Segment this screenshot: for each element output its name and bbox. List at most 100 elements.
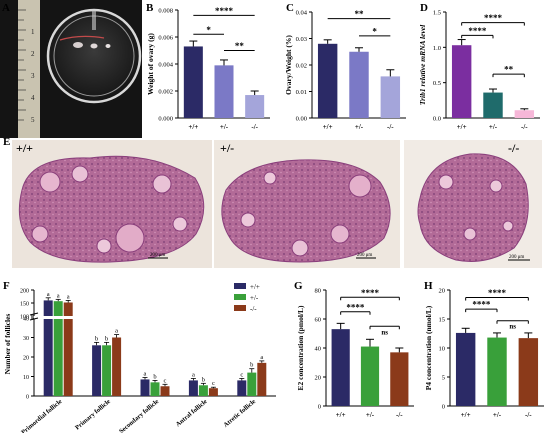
b-bar bbox=[183, 46, 203, 119]
genotype-label-het: +/- bbox=[220, 141, 234, 155]
f-legend-label: -/- bbox=[250, 305, 257, 313]
d-significance-label: **** bbox=[468, 26, 487, 36]
h-significance-label: **** bbox=[472, 300, 491, 310]
g-y-tick-label: 0 bbox=[318, 404, 321, 411]
panel-a-letter: A bbox=[2, 2, 10, 14]
c-x-tick-label: -/- bbox=[387, 123, 394, 131]
d-significance-label: **** bbox=[484, 13, 503, 23]
d-x-tick-label: +/+ bbox=[457, 123, 467, 131]
h-y-axis-label: P4 concentration (nmol/L) bbox=[424, 305, 433, 390]
c-y-tick-label: 0.00 bbox=[296, 116, 307, 123]
f-y-axis-label: Number of follicles bbox=[3, 314, 12, 375]
c-y-tick-label: 0.01 bbox=[296, 89, 307, 96]
chart-b: 0.000 0.002 0.004 0.006 0.008 Weight of ovary… bbox=[146, 6, 270, 131]
f-bar bbox=[63, 302, 73, 396]
f-bar-break bbox=[53, 316, 64, 319]
f-x-tick-label: Antral follicle bbox=[175, 398, 209, 428]
ruler-tick-2: 2 bbox=[31, 50, 35, 58]
b-x-tick-label: -/- bbox=[251, 123, 258, 131]
petri-dish-photo: 1 2 3 4 5 bbox=[0, 0, 142, 138]
c-y-tick-label: 0.04 bbox=[296, 10, 308, 17]
f-legend-swatch bbox=[234, 294, 246, 300]
h-x-tick-label: -/- bbox=[525, 411, 532, 419]
f-bar bbox=[188, 380, 198, 396]
b-y-tick-label: 0.002 bbox=[158, 89, 173, 96]
d-x-tick-label: -/- bbox=[521, 123, 528, 131]
g-y-tick-label: 60 bbox=[315, 317, 322, 324]
f-y-tick-label: 0 bbox=[26, 394, 29, 400]
g-significance-label: ns bbox=[381, 328, 388, 336]
h-y-tick-label: 20 bbox=[439, 288, 446, 295]
panel-b: B 0.000 0.002 0.004 0.006 0.008 Weight of ova… bbox=[142, 0, 282, 138]
d-y-tick-label: 1.0 bbox=[433, 45, 441, 52]
h-bar bbox=[518, 338, 539, 406]
d-y-axis-label: Trib1 relative mRNA level bbox=[418, 24, 427, 105]
f-group-letter: a bbox=[115, 328, 118, 335]
f-x-tick-label: Primordial follicle bbox=[20, 398, 63, 433]
c-bar bbox=[380, 76, 401, 118]
chart-d: 0.0 0.5 1.0 1.5 Trib1 relative mRNA level +/+… bbox=[418, 10, 540, 131]
panel-c-letter: C bbox=[286, 2, 294, 14]
g-significance-label: **** bbox=[361, 288, 380, 298]
g-y-axis-label: E2 concentration (pmol/L) bbox=[296, 305, 305, 390]
panel-a: A 1 2 3 4 5 bbox=[0, 0, 142, 138]
f-bar bbox=[102, 345, 112, 396]
b-x-tick-label: +/+ bbox=[188, 123, 198, 131]
h-y-tick-label: 0 bbox=[442, 404, 445, 411]
g-x-tick-label: -/- bbox=[396, 411, 403, 419]
f-bar bbox=[208, 388, 218, 396]
f-group-letter: c bbox=[164, 377, 167, 384]
c-y-tick-label: 0.02 bbox=[296, 63, 307, 70]
h-significance-label: ns bbox=[509, 323, 516, 331]
g-y-tick-label: 20 bbox=[315, 375, 322, 382]
f-y-tick-label: 150 bbox=[20, 301, 29, 307]
f-axis-break-mark bbox=[29, 312, 39, 316]
panel-e: E +/+ 200 bbox=[0, 136, 550, 278]
histology-images: +/+ 200 μm +/- 200 μm bbox=[12, 140, 542, 268]
chart-g: 0 20 40 60 80 E2 concentration (pmol/L) +/+ +/-… bbox=[296, 288, 414, 419]
scale-bar-ko: 200 μm bbox=[509, 255, 524, 260]
ovary-het bbox=[90, 43, 98, 49]
f-legend-swatch bbox=[234, 305, 246, 311]
h-bar bbox=[455, 332, 476, 406]
f-axis-break-mark bbox=[29, 317, 39, 321]
scale-bar-het: 200 μm bbox=[357, 253, 372, 258]
f-y-tick-label: 20 bbox=[23, 355, 29, 361]
g-bar bbox=[360, 346, 380, 406]
f-bar bbox=[198, 385, 208, 396]
f-group-letter: a bbox=[57, 292, 60, 299]
panel-b-letter: B bbox=[146, 2, 154, 14]
f-group-letter: a bbox=[144, 370, 147, 377]
d-bar bbox=[451, 45, 472, 118]
g-y-tick-label: 80 bbox=[315, 288, 322, 295]
h-x-tick-label: +/- bbox=[493, 411, 502, 419]
h-y-tick-label: 5 bbox=[442, 375, 445, 382]
c-y-axis-label: Ovary/Weight (%) bbox=[284, 35, 293, 95]
f-group-letter: b bbox=[250, 362, 253, 369]
d-y-tick-label: 1.5 bbox=[433, 10, 441, 17]
b-y-axis-label: Weight of ovary (g) bbox=[146, 33, 155, 95]
f-group-letter: b bbox=[202, 376, 205, 383]
b-significance-label: **** bbox=[215, 6, 234, 16]
panel-h: H 0 5 10 15 20 P4 concentration (nmol/L) +/+ +/… bbox=[420, 278, 550, 433]
f-group-letter: a bbox=[47, 291, 50, 298]
c-significance-label: ** bbox=[355, 9, 365, 19]
f-y-tick-label: 100 bbox=[20, 314, 29, 320]
panel-f: F 0 10 20 30 40 100 150 200 Number of follicles a… bbox=[0, 278, 290, 433]
f-legend-label: +/- bbox=[250, 294, 259, 302]
d-y-tick-label: 0.5 bbox=[433, 80, 441, 87]
h-y-tick-label: 15 bbox=[439, 317, 446, 324]
ovary-ko bbox=[105, 44, 111, 48]
panel-g-letter: G bbox=[294, 280, 303, 292]
f-bar-break bbox=[43, 316, 54, 319]
c-x-tick-label: +/- bbox=[355, 123, 364, 131]
b-y-tick-label: 0.008 bbox=[158, 8, 173, 15]
ovary-wt bbox=[73, 42, 83, 48]
h-bar bbox=[487, 337, 507, 406]
histology-het bbox=[214, 140, 400, 268]
f-x-tick-label: Primary follicle bbox=[74, 398, 112, 431]
b-significance-label: * bbox=[206, 25, 211, 35]
chart-c: 0.00 0.01 0.02 0.03 0.04 Ovary/Weight (%) +/+ +… bbox=[284, 9, 406, 131]
f-legend-label: +/+ bbox=[250, 283, 260, 291]
f-y-tick-label: 40 bbox=[23, 316, 29, 322]
